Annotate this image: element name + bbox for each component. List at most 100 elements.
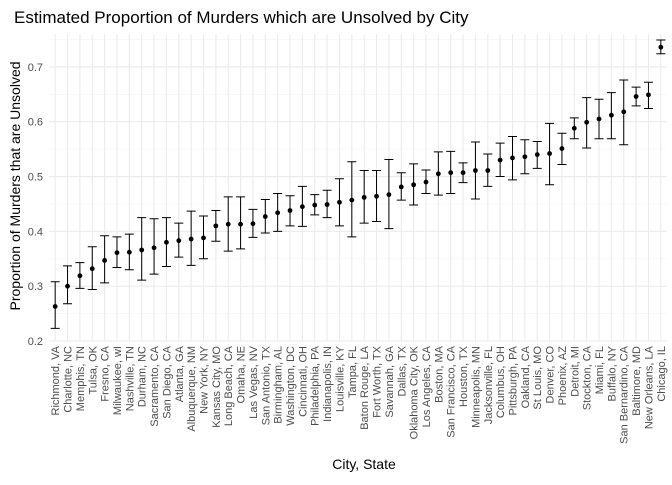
estimate-point [658, 44, 664, 50]
estimate-point [312, 202, 318, 208]
estimate-point [139, 247, 145, 253]
estimate-point [633, 94, 639, 99]
chart-title: Estimated Proportion of Murders which ar… [14, 8, 469, 27]
x-tick-label: Jacksonville, FL [483, 346, 495, 424]
x-tick-label: Buffalo, NY [606, 345, 618, 401]
y-axis-title: Proportion of Murders that are Unsolved [7, 61, 23, 310]
x-tick-label: Louisville, KY [334, 345, 346, 412]
estimate-point [423, 179, 429, 185]
estimate-point [151, 245, 157, 251]
estimate-point [299, 204, 305, 210]
estimate-point [510, 155, 515, 161]
x-tick-label: Chicago, IL [656, 346, 668, 402]
x-tick-label: St Louis, MO [532, 346, 544, 410]
y-tick-label: 0.2 [28, 336, 43, 348]
estimate-point [225, 221, 231, 227]
estimate-point [201, 235, 206, 241]
estimate-point [448, 170, 454, 176]
estimate-point [411, 182, 417, 188]
x-tick-label: Fresno, CA [100, 345, 112, 401]
x-tick-label: Baton Rouge, LA [359, 345, 371, 429]
estimate-point [52, 304, 58, 309]
estimate-point [497, 157, 503, 163]
x-tick-label: Durham, NC [137, 346, 149, 407]
x-tick-label: Los Angeles, CA [421, 345, 433, 427]
estimate-point [460, 170, 466, 176]
estimate-point [164, 239, 169, 245]
estimate-point [126, 249, 132, 255]
x-tick-label: Detroit, MI [569, 346, 581, 397]
x-tick-label: New Orleans, LA [643, 345, 655, 429]
x-tick-label: Oakland, CA [520, 345, 532, 408]
y-tick-label: 0.3 [28, 281, 43, 293]
estimate-point [522, 154, 528, 160]
x-tick-label: Charlotte, NC [63, 346, 75, 413]
x-tick-label: Dallas, TX [396, 345, 408, 396]
x-tick-label: Nashville, TN [124, 346, 136, 411]
x-axis-title: City, State [332, 456, 396, 472]
x-tick-label: San Bernardino, CA [619, 345, 631, 443]
estimate-point [473, 168, 478, 173]
x-tick-label: San Francisco, CA [446, 345, 458, 437]
x-tick-label: Miami, FL [594, 346, 606, 394]
x-tick-label: Birmingham, AL [273, 346, 285, 424]
x-tick-label: Atlanta, GA [174, 345, 186, 402]
x-tick-label: Washington, DC [285, 346, 297, 426]
x-tick-label: Savannah, GA [384, 345, 396, 417]
x-tick-label: Las Vegas, NV [248, 345, 260, 418]
estimate-point [324, 202, 330, 207]
y-tick-label: 0.7 [28, 62, 43, 74]
x-tick-label: Albuquerque, NM [186, 346, 198, 432]
estimate-point [262, 214, 268, 219]
x-tick-label: Memphis, TN [75, 346, 87, 411]
x-tick-label: Fort Worth, TX [372, 345, 384, 417]
estimate-point [102, 258, 108, 263]
estimate-point [77, 273, 83, 279]
estimate-point [547, 151, 552, 156]
estimate-point [114, 250, 120, 256]
x-tick-label: Boston, MA [433, 345, 445, 403]
estimate-point [571, 125, 577, 131]
estimate-point [213, 223, 219, 229]
x-tick-label: Columbus, OH [495, 346, 507, 418]
x-tick-label: Tulsa, OK [87, 345, 99, 394]
estimate-point [188, 236, 194, 242]
estimate-point [485, 168, 491, 173]
x-tick-label: Cincinnati, OH [297, 346, 309, 417]
estimate-point [287, 208, 293, 213]
x-tick-label: San Diego, CA [161, 345, 173, 418]
x-tick-label: New York, NY [199, 345, 211, 414]
estimate-point [89, 266, 95, 272]
estimate-point [337, 199, 342, 205]
x-tick-label: Oklahoma City, OK [409, 345, 421, 439]
x-tick-label: Kansas City, MO [211, 346, 223, 428]
x-tick-label: Minneapolis, MN [470, 346, 482, 428]
estimate-point [374, 193, 379, 199]
estimate-point [646, 92, 651, 98]
x-tick-label: Sacramento, CA [149, 345, 161, 426]
x-tick-label: Phoenix, AZ [557, 346, 569, 406]
y-tick-label: 0.6 [28, 117, 43, 129]
y-tick-label: 0.5 [28, 172, 43, 184]
x-tick-label: Stockton, CA [582, 345, 594, 410]
x-tick-label: Richmond, VA [50, 345, 62, 415]
estimate-point [584, 119, 590, 125]
estimate-point [596, 116, 602, 122]
x-tick-label: Houston, TX [458, 345, 470, 407]
x-tick-label: Indianapolis, IN [322, 346, 334, 422]
x-tick-label: Philadelphia, PA [310, 345, 322, 426]
estimate-point [250, 221, 256, 227]
x-tick-label: San Antonio, TX [260, 345, 272, 425]
x-tick-label: Milwaukee, wI [112, 346, 124, 415]
estimate-point [176, 238, 182, 244]
estimate-point [349, 197, 355, 203]
estimate-point [559, 146, 565, 151]
estimate-point [275, 210, 281, 216]
y-tick-label: 0.4 [28, 226, 43, 238]
estimate-point [386, 192, 392, 198]
x-tick-label: Baltimore, MD [631, 346, 643, 416]
x-tick-label: Tampa, FL [347, 346, 359, 398]
estimate-point [361, 194, 367, 200]
